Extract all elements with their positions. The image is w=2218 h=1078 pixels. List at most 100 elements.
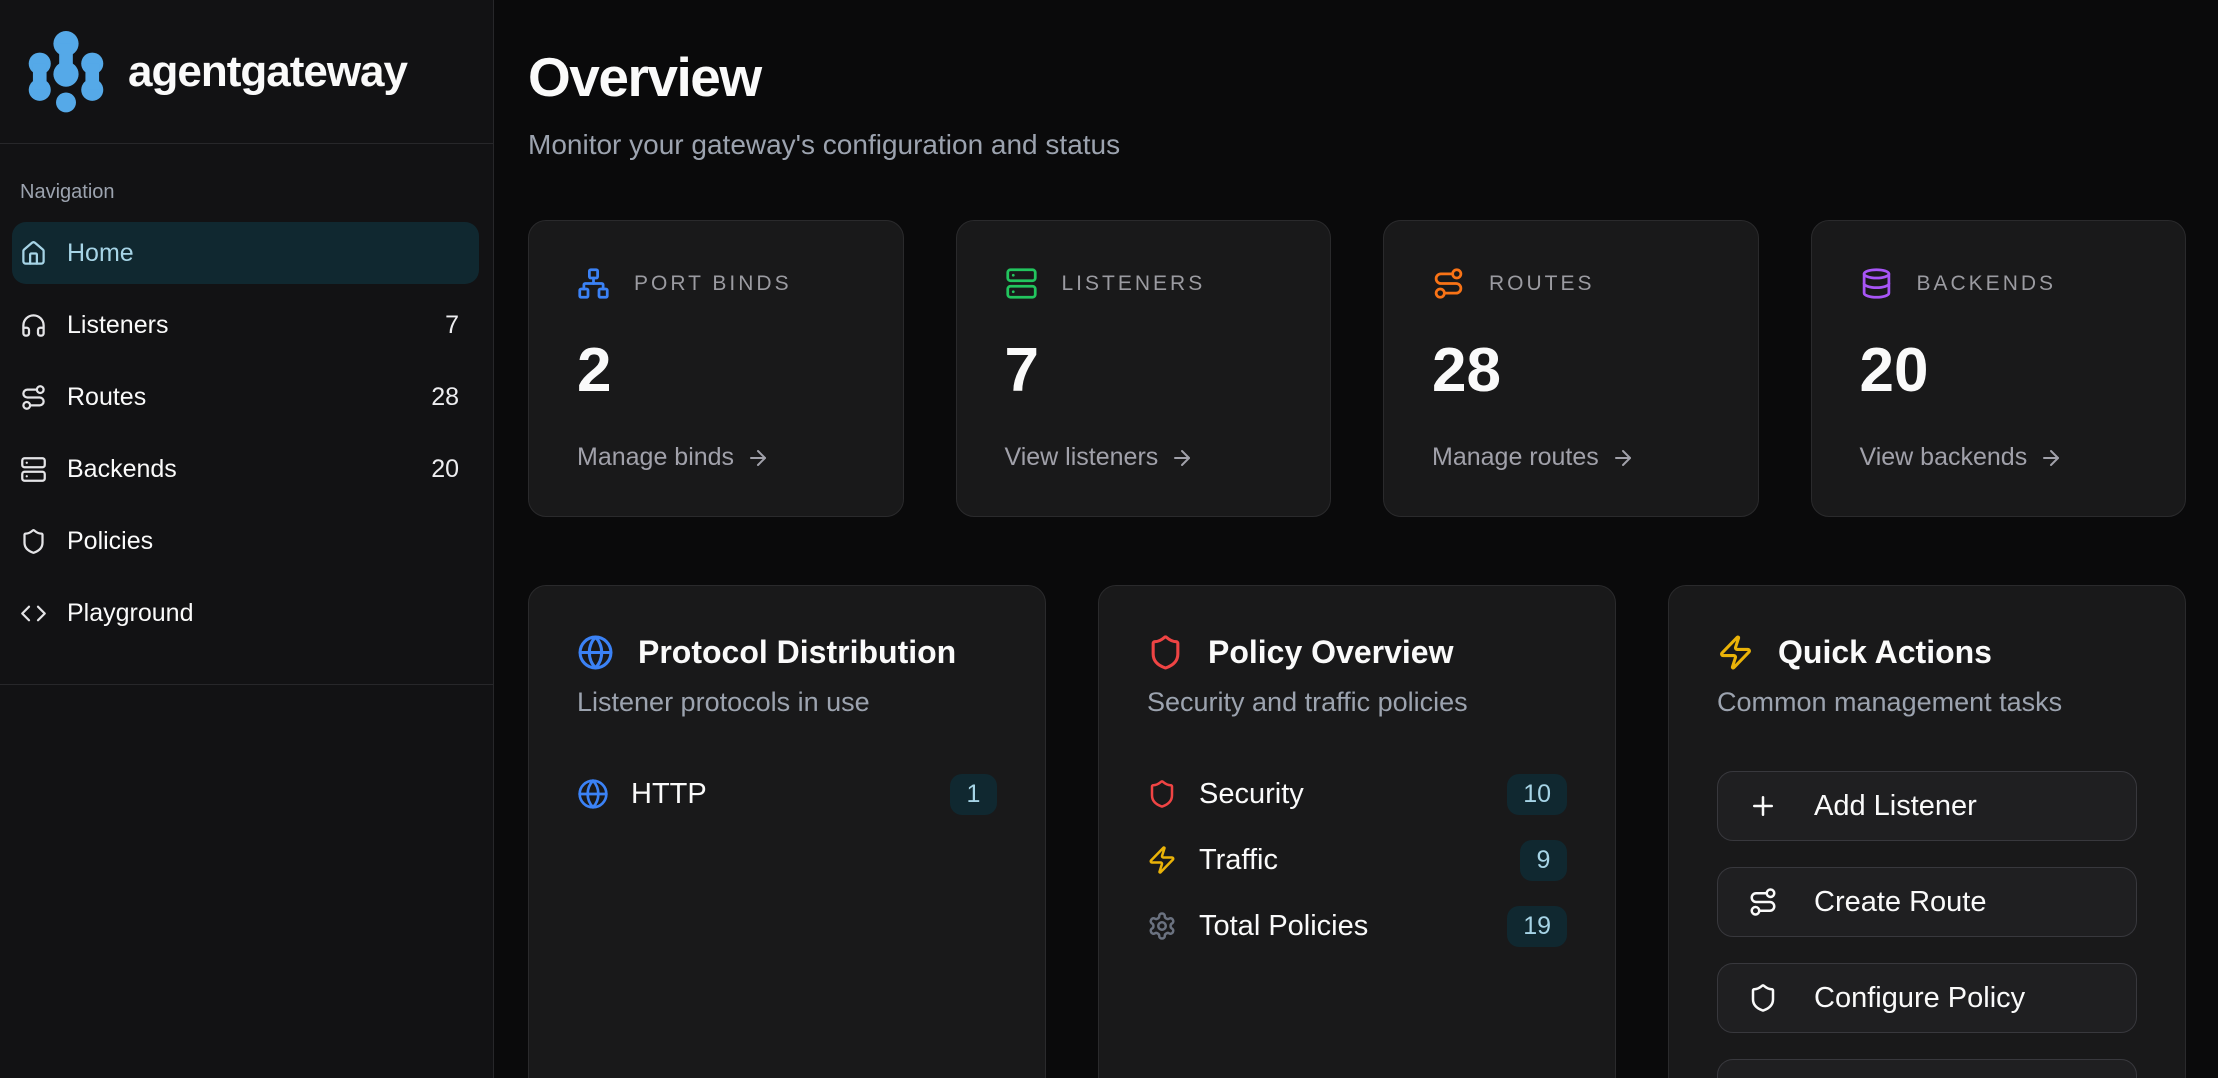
sidebar-item-label: Playground <box>67 598 194 627</box>
sidebar-nav: Navigation Home Listeners 7 Routes 28 <box>0 144 493 685</box>
create-route-button[interactable]: Create Route <box>1717 867 2137 937</box>
sidebar-item-count: 7 <box>445 310 459 339</box>
panel-subtitle: Listener protocols in use <box>577 687 870 717</box>
stat-card-routes: ROUTES 28 Manage routes <box>1383 220 1759 517</box>
policy-row-label: Security <box>1199 777 1304 810</box>
quick-actions-list: Add Listener Create Route Configure Poli… <box>1717 771 2137 1078</box>
policy-row-traffic: Traffic 9 <box>1147 839 1567 881</box>
app-logo[interactable]: agentgateway <box>0 0 493 144</box>
protocol-rows: HTTP 1 <box>577 773 997 815</box>
stat-link-label: Manage routes <box>1432 443 1599 471</box>
panel-title: Protocol Distribution <box>638 634 957 670</box>
shield-icon <box>1147 779 1177 809</box>
stat-card-value: 20 <box>1859 336 1929 405</box>
server-icon <box>20 456 47 483</box>
policy-rows: Security 10 Traffic 9 Total Policies 19 <box>1147 773 1567 947</box>
panel-title: Quick Actions <box>1778 634 1992 670</box>
stat-link-label: Manage binds <box>577 443 735 471</box>
stat-cards-row: PORT BINDS 2 Manage binds LISTENERS 7 Vi… <box>528 220 2186 517</box>
policy-row-security: Security 10 <box>1147 773 1567 815</box>
route-icon <box>20 384 47 411</box>
nav-section-label: Navigation <box>20 181 115 203</box>
view-backends-link[interactable]: View backends <box>1860 443 2138 472</box>
sidebar-item-label: Policies <box>67 526 154 555</box>
sidebar-item-count: 28 <box>431 382 459 411</box>
stat-card-header: LISTENERS <box>1005 267 1283 300</box>
server-icon <box>1005 267 1038 300</box>
sidebar-item-label: Home <box>67 238 134 267</box>
sidebar-item-policies[interactable]: Policies <box>12 510 479 572</box>
stat-card-label: LISTENERS <box>1061 271 1206 295</box>
policy-count-badge: 10 <box>1507 773 1567 815</box>
agentgateway-logo-icon <box>28 30 104 114</box>
protocol-count-badge: 1 <box>950 773 997 815</box>
policy-count-badge: 9 <box>1520 839 1567 881</box>
page-subtitle: Monitor your gateway's configuration and… <box>528 129 1121 160</box>
add-listener-button[interactable]: Add Listener <box>1717 771 2137 841</box>
shield-icon <box>20 528 47 555</box>
database-icon <box>1860 267 1893 300</box>
view-listeners-link[interactable]: View listeners <box>1005 443 1283 472</box>
sidebar-item-home[interactable]: Home <box>12 222 479 284</box>
zap-icon <box>1717 634 1754 671</box>
manage-routes-link[interactable]: Manage routes <box>1432 443 1710 472</box>
sidebar-item-label: Routes <box>67 382 147 411</box>
arrow-right-icon <box>1611 446 1635 470</box>
sidebar-item-routes[interactable]: Routes 28 <box>12 366 479 428</box>
protocol-row-http: HTTP 1 <box>577 773 997 815</box>
sidebar-item-label: Listeners <box>67 310 169 339</box>
configure-policy-button[interactable]: Configure Policy <box>1717 963 2137 1033</box>
policy-overview-card: Policy Overview Security and traffic pol… <box>1098 585 1616 1078</box>
shield-icon <box>1147 634 1184 671</box>
stat-link-label: View backends <box>1859 443 2028 471</box>
panel-title: Policy Overview <box>1208 634 1454 670</box>
settings-icon <box>1147 911 1177 941</box>
arrow-right-icon <box>1170 446 1194 470</box>
button-label: Add Listener <box>1814 789 1977 822</box>
code-icon <box>20 600 47 627</box>
home-icon <box>20 240 47 267</box>
stat-card-label: BACKENDS <box>1916 271 2057 295</box>
arrow-right-icon <box>2039 446 2063 470</box>
button-label: Configure Policy <box>1814 981 2026 1014</box>
stat-card-header: PORT BINDS <box>577 267 855 300</box>
stat-card-value: 28 <box>1432 336 1501 405</box>
protocol-label: HTTP <box>631 777 707 810</box>
policy-row-label: Total Policies <box>1199 909 1369 942</box>
network-icon <box>577 267 610 300</box>
button-label: Create Route <box>1814 885 1987 918</box>
stat-card-listeners: LISTENERS 7 View listeners <box>955 220 1331 517</box>
stat-card-backends: BACKENDS 20 View backends <box>1810 220 2186 517</box>
stat-card-label: PORT BINDS <box>634 271 792 295</box>
manage-binds-link[interactable]: Manage binds <box>577 443 855 472</box>
sidebar-item-listeners[interactable]: Listeners 7 <box>12 294 479 356</box>
protocol-distribution-card: Protocol Distribution Listener protocols… <box>528 585 1046 1078</box>
stat-card-label: ROUTES <box>1489 271 1595 295</box>
globe-icon <box>577 778 609 810</box>
stat-card-port-binds: PORT BINDS 2 Manage binds <box>528 220 904 517</box>
page-title: Overview <box>528 46 762 108</box>
route-icon <box>1748 887 1778 917</box>
panel-subtitle: Common management tasks <box>1717 687 2063 717</box>
panel-subtitle: Security and traffic policies <box>1147 687 1468 717</box>
policy-row-label: Traffic <box>1199 843 1278 876</box>
sidebar-item-label: Backends <box>67 454 177 483</box>
policy-row-total: Total Policies 19 <box>1147 905 1567 947</box>
panel-header: Policy Overview <box>1147 634 1567 671</box>
stat-card-value: 7 <box>1004 336 1039 405</box>
sidebar-item-playground[interactable]: Playground <box>12 582 479 644</box>
stat-card-header: BACKENDS <box>1860 267 2138 300</box>
stat-link-label: View listeners <box>1004 443 1159 471</box>
sidebar: agentgateway Navigation Home Listeners 7… <box>0 0 494 1078</box>
route-icon <box>1432 267 1465 300</box>
bottom-cards-row: Protocol Distribution Listener protocols… <box>528 585 2186 1078</box>
app-title: agentgateway <box>128 46 408 96</box>
plus-icon <box>1748 791 1778 821</box>
globe-icon <box>577 634 614 671</box>
sidebar-item-backends[interactable]: Backends 20 <box>12 438 479 500</box>
panel-header: Protocol Distribution <box>577 634 997 671</box>
stat-card-header: ROUTES <box>1432 267 1710 300</box>
panel-header: Quick Actions <box>1717 634 2137 671</box>
stat-card-value: 2 <box>577 336 612 405</box>
quick-action-button-partial[interactable] <box>1717 1059 2137 1078</box>
